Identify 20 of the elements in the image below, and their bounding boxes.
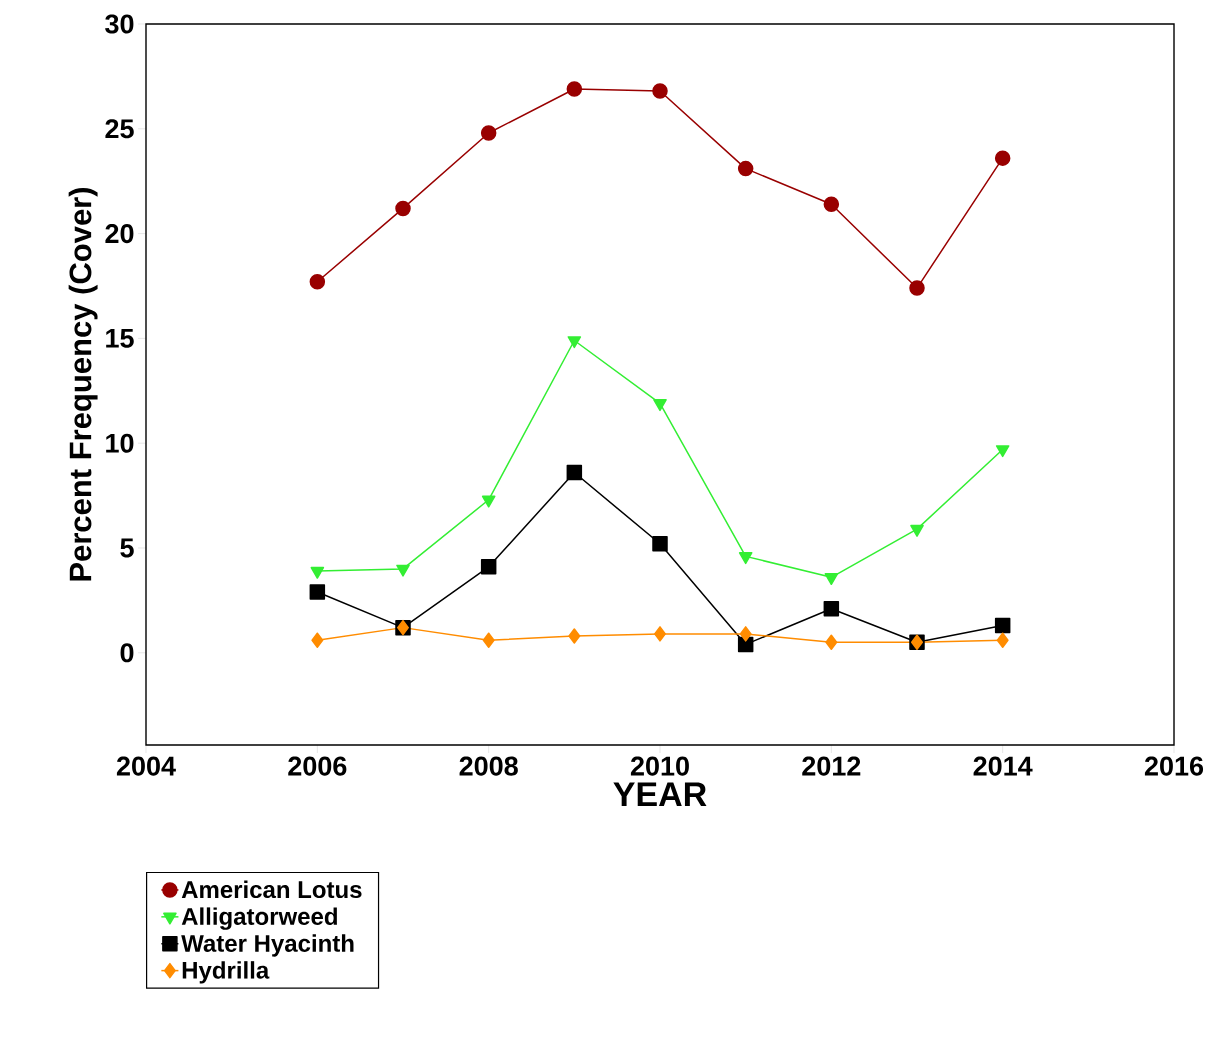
y-tick-label: 10 [106, 433, 134, 453]
legend-label: American Lotus [181, 880, 362, 899]
x-tick-label: 2008 [459, 756, 518, 776]
x-tick-label: 2004 [116, 756, 176, 776]
legend-label: Water Hyacinth [181, 934, 354, 957]
y-tick-label: 5 [120, 538, 134, 558]
legend-label: Alligatorweed [181, 907, 337, 930]
x-axis-title: YEAR [613, 782, 707, 806]
legend-label: Hydrilla [182, 961, 270, 984]
y-tick-label: 25 [105, 119, 134, 139]
x-tick-label: 2012 [802, 756, 861, 776]
x-tick-label: 2006 [288, 756, 347, 776]
y-axis-title: Percent Frequency (Cover) [68, 187, 98, 581]
x-tick-label: 2016 [1144, 756, 1204, 776]
y-tick-label: 30 [105, 14, 134, 34]
x-tick-label: 2014 [973, 756, 1033, 776]
y-tick-label: 15 [106, 328, 134, 348]
y-tick-label: 20 [105, 224, 134, 244]
y-tick-label: 0 [120, 643, 134, 663]
x-tick-label: 2010 [630, 756, 689, 776]
